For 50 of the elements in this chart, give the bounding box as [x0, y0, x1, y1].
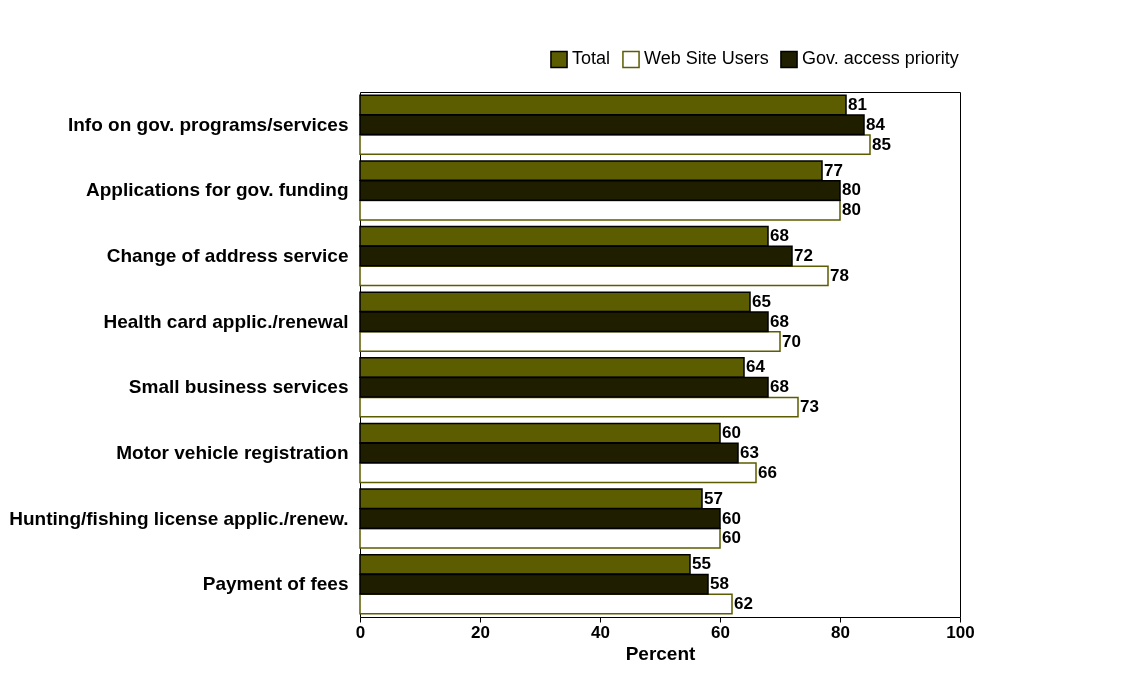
bar — [359, 462, 757, 484]
x-tick-label: 100 — [946, 622, 975, 642]
data-label: 78 — [830, 265, 849, 285]
data-label: 57 — [704, 488, 723, 508]
bar — [359, 593, 733, 615]
y-tick-label: Small business services — [128, 376, 349, 398]
data-label: 66 — [758, 462, 777, 482]
data-label: 85 — [872, 134, 891, 154]
bar — [359, 199, 841, 221]
data-label: 77 — [824, 160, 843, 180]
data-label: 68 — [770, 226, 789, 246]
data-label: 68 — [770, 377, 789, 397]
x-tick-label: 40 — [591, 622, 610, 642]
x-tick-label: 80 — [831, 622, 850, 642]
x-axis-title: Percent — [625, 642, 697, 664]
y-tick-label: Payment of fees — [202, 573, 349, 595]
bar — [359, 396, 799, 418]
bar — [359, 265, 829, 287]
legend-label: Total — [572, 48, 611, 69]
y-tick-label: Motor vehicle registration — [116, 441, 349, 463]
data-label: 62 — [734, 594, 753, 614]
y-tick-label: Info on gov. programs/services — [67, 113, 349, 135]
legend-label: Web Site Users — [644, 48, 769, 69]
data-label: 60 — [722, 508, 741, 528]
data-label: 81 — [848, 94, 867, 114]
data-label: 84 — [866, 114, 886, 134]
data-label: 73 — [800, 397, 819, 417]
data-label: 63 — [740, 442, 759, 462]
data-label: 80 — [842, 180, 861, 200]
y-tick-label: Change of address service — [106, 245, 349, 267]
y-tick-label: Health card applic./renewal — [103, 310, 349, 332]
y-tick-label: Applications for gov. funding — [86, 179, 349, 201]
x-tick-label: 60 — [711, 622, 730, 642]
data-label: 60 — [722, 528, 741, 548]
legend-label: Gov. access priority — [802, 48, 959, 69]
bar — [359, 331, 781, 352]
data-label: 70 — [782, 331, 801, 351]
bar — [359, 527, 721, 549]
data-label: 58 — [710, 574, 729, 594]
y-tick-label: Hunting/fishing license applic./renew. — [9, 507, 349, 529]
data-label: 64 — [746, 357, 766, 377]
data-label: 68 — [770, 311, 789, 331]
data-label: 65 — [752, 291, 771, 311]
data-label: 72 — [794, 246, 813, 266]
x-tick-label: 20 — [471, 622, 490, 642]
data-label: 80 — [842, 200, 861, 220]
data-label: 60 — [722, 423, 741, 443]
x-tick-label: 0 — [355, 622, 366, 642]
bar — [359, 134, 871, 156]
data-label: 55 — [692, 554, 711, 574]
